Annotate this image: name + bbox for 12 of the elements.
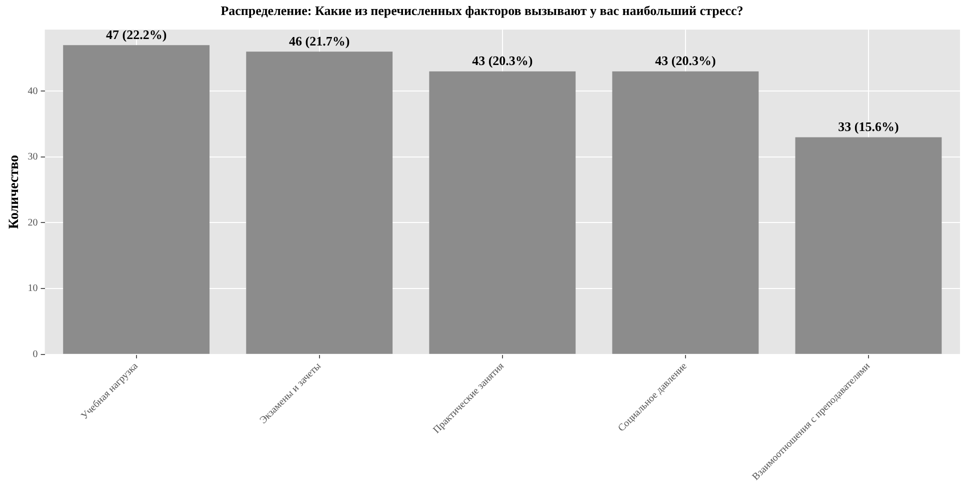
y-axis-title: Количество [7,154,22,229]
data-label: 33 (15.6%) [838,119,899,134]
data-label: 43 (20.3%) [472,53,533,68]
data-label: 46 (21.7%) [289,34,350,49]
chart-title: Распределение: Какие из перечисленных факторов вызывают у вас наибольший стресс? [220,3,744,18]
y-tick-label: 40 [28,86,38,97]
y-tick-label: 10 [28,283,38,294]
y-tick-label: 20 [28,217,38,228]
y-tick-label: 30 [28,152,38,163]
data-label: 43 (20.3%) [655,53,716,68]
data-label: 47 (22.2%) [106,26,167,42]
y-tick-label: 0 [32,348,38,360]
